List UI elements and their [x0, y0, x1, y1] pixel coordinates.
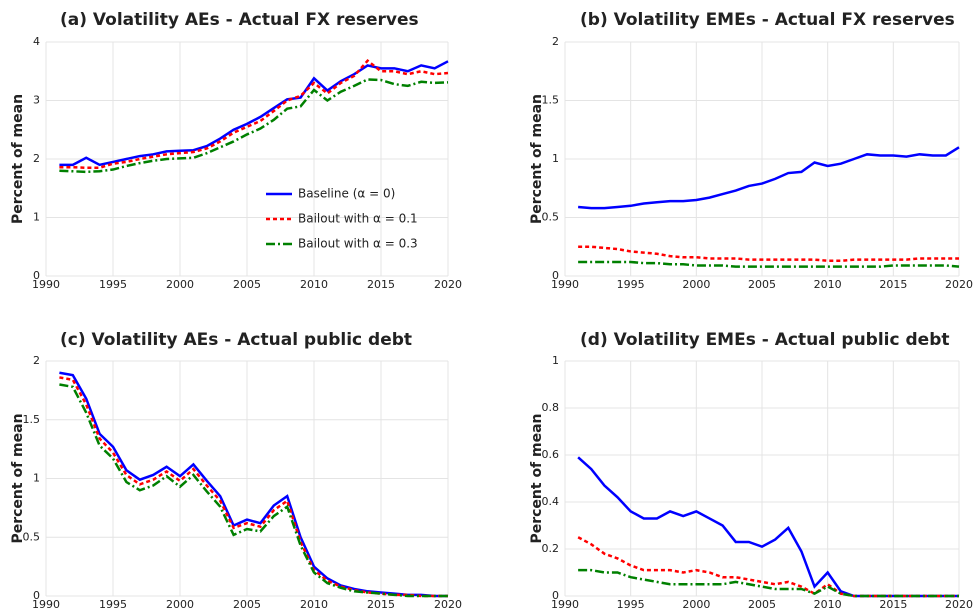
- y-tick-label: 1: [552, 354, 559, 367]
- legend-label: Baseline (α = 0): [298, 187, 395, 201]
- y-tick-label: 2: [33, 152, 40, 165]
- y-axis-label: Percent of mean: [529, 413, 545, 543]
- y-axis-label: Percent of mean: [10, 413, 26, 543]
- x-tick-label: 2020: [434, 598, 462, 611]
- series-line: [578, 245, 959, 263]
- x-tick-label: 1990: [32, 598, 60, 611]
- y-tick-label: 0: [33, 269, 40, 282]
- series-line: [59, 383, 448, 598]
- y-axis-label: Percent of mean: [529, 94, 545, 224]
- x-tick-label: 2005: [233, 278, 261, 291]
- x-tick-label: 2015: [879, 278, 907, 291]
- x-tick-label: 2010: [300, 598, 328, 611]
- y-axis-label: Percent of mean: [10, 94, 26, 224]
- y-tick-label: 2: [552, 35, 559, 48]
- series-line: [59, 78, 449, 174]
- legend-label: Bailout with α = 0.1: [298, 212, 418, 226]
- x-tick-label: 2000: [682, 598, 710, 611]
- x-tick-label: 2010: [814, 598, 842, 611]
- series-line: [59, 60, 449, 167]
- y-tick-label: 0.4: [542, 495, 560, 508]
- y-tick-label: 0: [552, 589, 559, 602]
- x-tick-label: 2010: [814, 278, 842, 291]
- y-tick-label: 1.5: [23, 413, 41, 426]
- y-tick-label: 1: [552, 152, 559, 165]
- y-tick-label: 3: [33, 94, 40, 107]
- y-tick-label: 2: [33, 354, 40, 367]
- x-tick-label: 2005: [233, 598, 261, 611]
- y-tick-label: 0.5: [23, 530, 41, 543]
- x-tick-label: 2015: [367, 598, 395, 611]
- series-line: [577, 456, 959, 598]
- x-tick-label: 2015: [879, 598, 907, 611]
- x-tick-label: 1990: [551, 598, 579, 611]
- y-tick-label: 0.6: [542, 448, 560, 461]
- y-tick-label: 0.8: [542, 401, 560, 414]
- chart-title: (d) Volatility EMEs - Actual public debt: [580, 330, 949, 350]
- legend-label: Bailout with α = 0.3: [298, 237, 418, 251]
- x-tick-label: 1995: [99, 598, 127, 611]
- y-tick-label: 0: [33, 589, 40, 602]
- x-tick-label: 1995: [617, 598, 645, 611]
- series-line: [59, 371, 448, 598]
- chart-title: (b) Volatility EMEs - Actual FX reserves: [580, 10, 955, 30]
- x-tick-label: 2015: [367, 278, 395, 291]
- x-tick-label: 2020: [945, 278, 973, 291]
- x-tick-label: 2020: [434, 278, 462, 291]
- series-line: [578, 260, 960, 268]
- x-tick-label: 2010: [300, 278, 328, 291]
- x-tick-label: 1990: [32, 278, 60, 291]
- x-tick-label: 2020: [945, 598, 973, 611]
- series-line: [59, 59, 449, 170]
- y-tick-label: 1: [33, 472, 40, 485]
- y-tick-label: 1: [33, 211, 40, 224]
- x-tick-label: 1995: [617, 278, 645, 291]
- y-tick-label: 0.5: [542, 211, 560, 224]
- x-tick-label: 1995: [99, 278, 127, 291]
- x-tick-label: 1990: [551, 278, 579, 291]
- series-line: [59, 376, 448, 598]
- y-tick-label: 1.5: [542, 94, 560, 107]
- y-tick-label: 4: [33, 35, 40, 48]
- chart-title: (a) Volatility AEs - Actual FX reserves: [60, 10, 419, 30]
- y-tick-label: 0: [552, 269, 559, 282]
- chart-title: (c) Volatility AEs - Actual public debt: [60, 330, 412, 350]
- x-tick-label: 2000: [682, 278, 710, 291]
- y-tick-label: 0.2: [542, 542, 560, 555]
- x-tick-label: 2000: [166, 278, 194, 291]
- series-line: [578, 146, 960, 210]
- x-tick-label: 2005: [748, 598, 776, 611]
- series-line: [578, 568, 959, 598]
- x-tick-label: 2000: [166, 598, 194, 611]
- x-tick-label: 2005: [748, 278, 776, 291]
